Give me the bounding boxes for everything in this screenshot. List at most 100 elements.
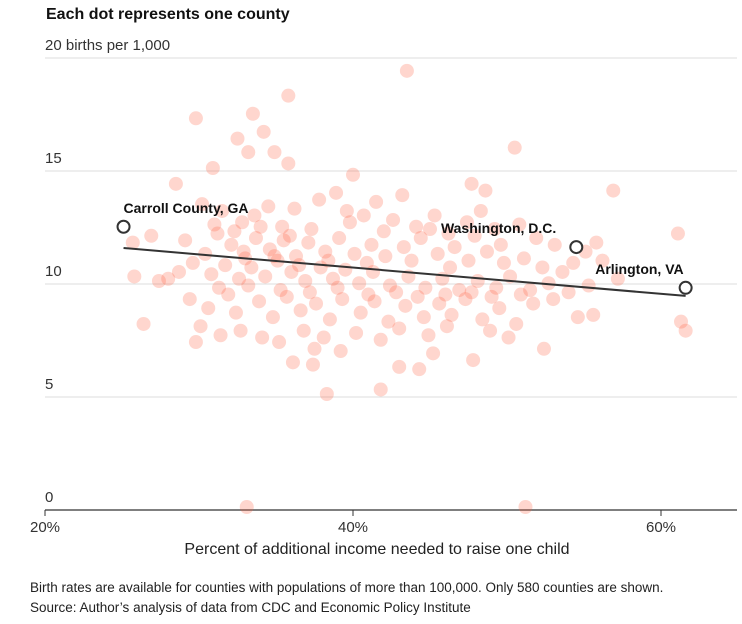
data-point: [369, 194, 384, 209]
data-point: [329, 185, 344, 200]
data-point: [342, 215, 357, 230]
data-point: [307, 341, 322, 356]
data-point: [535, 260, 550, 275]
data-point: [330, 280, 345, 295]
data-point: [398, 298, 413, 313]
data-point: [168, 176, 183, 191]
y-tick-label: 0: [45, 489, 53, 506]
data-point: [427, 208, 442, 223]
data-point: [586, 307, 601, 322]
data-point: [296, 323, 311, 338]
y-tick-label: 20 births per 1,000: [45, 37, 170, 54]
data-point: [305, 357, 320, 372]
data-point: [466, 353, 481, 368]
data-point: [432, 296, 447, 311]
data-point: [526, 296, 541, 311]
x-axis-label: Percent of additional income needed to r…: [184, 541, 569, 558]
data-point: [322, 312, 337, 327]
data-point: [606, 183, 621, 198]
data-point: [347, 246, 362, 261]
data-point: [207, 217, 222, 232]
data-point: [205, 161, 220, 175]
data-point: [230, 131, 245, 146]
data-point: [464, 176, 479, 191]
data-point: [276, 233, 291, 248]
data-point: [589, 235, 604, 250]
data-point: [367, 294, 382, 309]
data-point: [418, 280, 433, 295]
data-point: [382, 278, 397, 293]
data-point: [536, 341, 551, 356]
data-point: [282, 228, 297, 243]
x-tick-label: 40%: [338, 519, 368, 536]
data-point: [373, 382, 388, 397]
data-point: [221, 287, 236, 302]
data-point: [127, 269, 142, 284]
data-point: [501, 330, 516, 345]
data-point: [292, 258, 307, 273]
data-point: [674, 314, 689, 329]
data-point: [346, 167, 360, 182]
data-point: [423, 222, 437, 237]
data-point: [161, 271, 176, 286]
data-point: [489, 280, 504, 295]
data-point: [376, 224, 391, 239]
data-point: [195, 197, 210, 212]
data-point: [678, 323, 693, 338]
y-tick-label: 15: [45, 150, 62, 167]
data-point: [298, 274, 313, 288]
chart-title: Each dot represents one county: [46, 6, 290, 23]
data-point: [412, 362, 427, 377]
data-point: [289, 249, 304, 264]
data-point: [178, 233, 193, 248]
data-point: [201, 301, 216, 316]
data-point: [512, 217, 527, 232]
data-point: [319, 387, 334, 401]
data-point: [479, 244, 494, 259]
data-point: [218, 258, 233, 273]
data-point: [335, 292, 350, 307]
data-point: [332, 231, 347, 246]
data-point: [547, 237, 562, 252]
data-point: [136, 316, 151, 331]
data-point: [356, 208, 371, 223]
data-point: [338, 262, 353, 277]
data-point: [247, 208, 262, 223]
data-point: [464, 285, 479, 300]
data-point: [185, 255, 200, 270]
data-point: [204, 267, 219, 282]
y-tick-label: 10: [45, 263, 62, 280]
data-point: [444, 307, 459, 322]
data-point: [258, 269, 273, 284]
scatter-plot: 0 5 10 15 20 births per 1,000 20% 40% 60% Percen…: [30, 37, 737, 558]
data-point: [215, 203, 230, 218]
highlight-point: [569, 240, 584, 255]
data-point: [459, 215, 474, 230]
data-point: [233, 323, 248, 338]
data-point: [496, 255, 511, 270]
data-point: [513, 287, 528, 302]
data-point: [484, 289, 499, 304]
data-point: [426, 346, 441, 361]
highlight-point: [678, 280, 693, 295]
data-point: [421, 328, 436, 343]
data-point: [595, 253, 610, 268]
data-point: [262, 242, 277, 257]
highlight-label: Arlington, VA: [595, 261, 683, 277]
data-point: [378, 249, 393, 264]
data-point: [361, 287, 376, 302]
data-point: [284, 264, 299, 279]
data-point: [475, 312, 490, 327]
data-point: [399, 63, 414, 78]
data-point: [438, 287, 453, 302]
data-point: [241, 278, 256, 293]
data-point: [523, 283, 538, 298]
highlight-point: [116, 219, 131, 234]
data-point: [439, 319, 454, 334]
data-point: [581, 278, 596, 293]
data-point: [396, 240, 411, 255]
data-point: [509, 316, 524, 331]
data-point: [359, 255, 374, 270]
data-point: [188, 335, 203, 350]
